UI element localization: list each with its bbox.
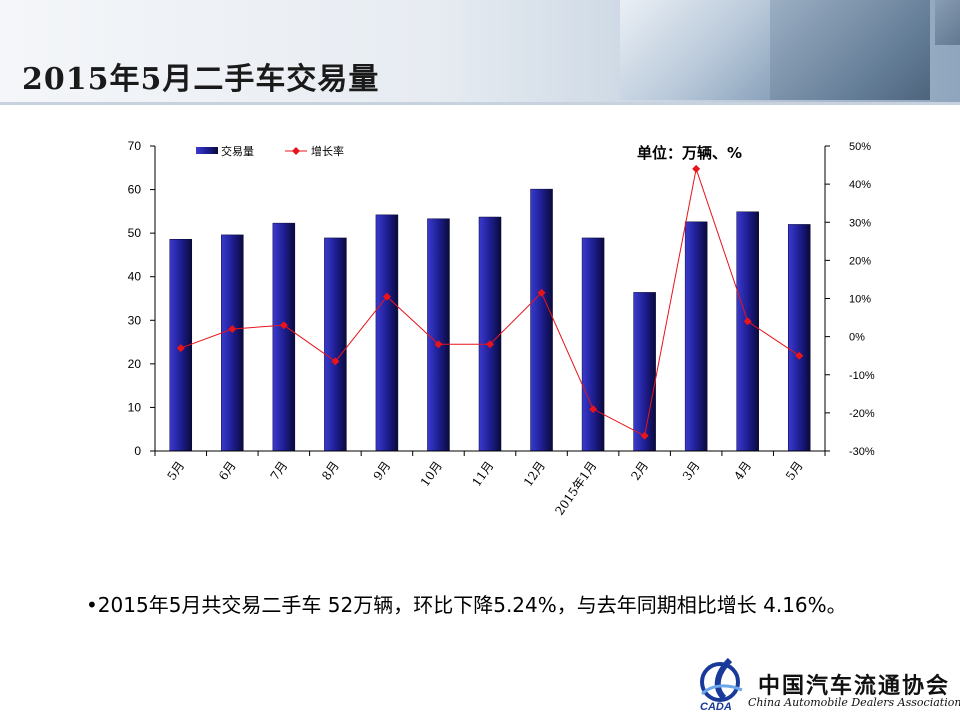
growth-rate-point — [692, 164, 701, 173]
legend-marker-growth — [292, 147, 300, 155]
x-tick-label: 5月 — [783, 459, 806, 483]
bar — [736, 211, 759, 452]
y-left-tick-label: 0 — [134, 444, 141, 458]
cada-logo: CADA 中国汽车流通协会 China Automobile Dealers A… — [694, 654, 960, 714]
x-tick-label: 5月 — [164, 459, 187, 483]
legend-swatch-volume — [196, 147, 218, 154]
bar — [633, 292, 656, 452]
bar — [684, 221, 708, 452]
growth-rate-point — [434, 340, 443, 349]
decor-cube — [935, 0, 960, 45]
growth-rate-point — [279, 321, 288, 330]
growth-rate-point — [382, 292, 391, 301]
y-right-tick-label: 50% — [849, 141, 871, 153]
y-left-tick-label: 60 — [128, 183, 142, 197]
cada-logo-mark-icon: CADA — [700, 657, 743, 712]
logo-english-name: China Automobile Dealers Association — [748, 696, 960, 709]
y-left-tick-label: 70 — [128, 139, 142, 153]
y-right-tick-label: 0% — [849, 332, 865, 344]
y-right-tick-label: 10% — [849, 294, 871, 306]
growth-rate-point — [795, 351, 804, 360]
summary-note: •2015年5月共交易二手车 52万辆，环比下降5.24%，与去年同期相比增长 … — [86, 593, 847, 617]
bar — [324, 237, 347, 452]
bar — [272, 222, 296, 452]
x-tick-label: 3月 — [680, 459, 703, 483]
bar — [787, 224, 811, 452]
growth-rate-point — [537, 288, 546, 297]
page-title: 2015年5月二手车交易量 — [22, 62, 380, 97]
decor-cube — [620, 0, 770, 100]
bar — [581, 237, 605, 452]
growth-rate-point — [486, 340, 494, 349]
bar — [427, 218, 450, 452]
y-left-tick-label: 50 — [128, 226, 142, 240]
logo-mark-text: CADA — [700, 701, 732, 712]
unit-label: 单位：万辆、% — [637, 144, 742, 162]
y-left-tick-label: 10 — [128, 400, 142, 414]
header-banner: 2015年5月二手车交易量 — [0, 0, 960, 105]
growth-rate-point — [176, 344, 185, 353]
x-tick-label: 10月 — [418, 459, 445, 489]
y-right-tick-label: 40% — [849, 179, 871, 191]
growth-rate-point — [589, 405, 598, 414]
x-tick-label: 7月 — [268, 459, 291, 483]
logo-chinese-name: 中国汽车流通协会 — [758, 673, 951, 699]
header-decor-image — [600, 0, 960, 104]
x-tick-label: 6月 — [216, 459, 239, 483]
y-left-tick-label: 40 — [128, 270, 142, 284]
x-tick-label: 2月 — [628, 459, 651, 483]
bar — [530, 188, 553, 452]
decor-cube — [770, 0, 930, 100]
x-tick-label: 4月 — [731, 459, 754, 483]
y-left-tick-label: 30 — [128, 313, 142, 327]
y-right-tick-label: -20% — [849, 408, 875, 420]
legend-label-volume: 交易量 — [221, 144, 254, 158]
y-right-tick-label: -30% — [849, 446, 875, 458]
header-divider — [0, 102, 960, 105]
bar — [478, 216, 502, 452]
y-right-tick-label: 30% — [849, 217, 871, 229]
growth-rate-point — [640, 431, 649, 440]
bar — [221, 234, 244, 452]
y-left-tick-label: 20 — [128, 357, 142, 371]
y-right-tick-label: 20% — [849, 255, 871, 267]
x-tick-label: 12月 — [521, 459, 548, 489]
growth-rate-point — [743, 317, 752, 326]
x-tick-label: 9月 — [371, 459, 394, 483]
bar — [375, 214, 399, 452]
legend-label-growth: 增长率 — [311, 144, 344, 158]
y-right-tick-label: -10% — [849, 370, 875, 382]
x-tick-label: 8月 — [319, 459, 342, 483]
x-tick-label: 2015年1月 — [552, 459, 599, 518]
growth-rate-point — [228, 325, 237, 333]
growth-rate-point — [331, 357, 340, 366]
x-tick-label: 11月 — [469, 459, 496, 489]
